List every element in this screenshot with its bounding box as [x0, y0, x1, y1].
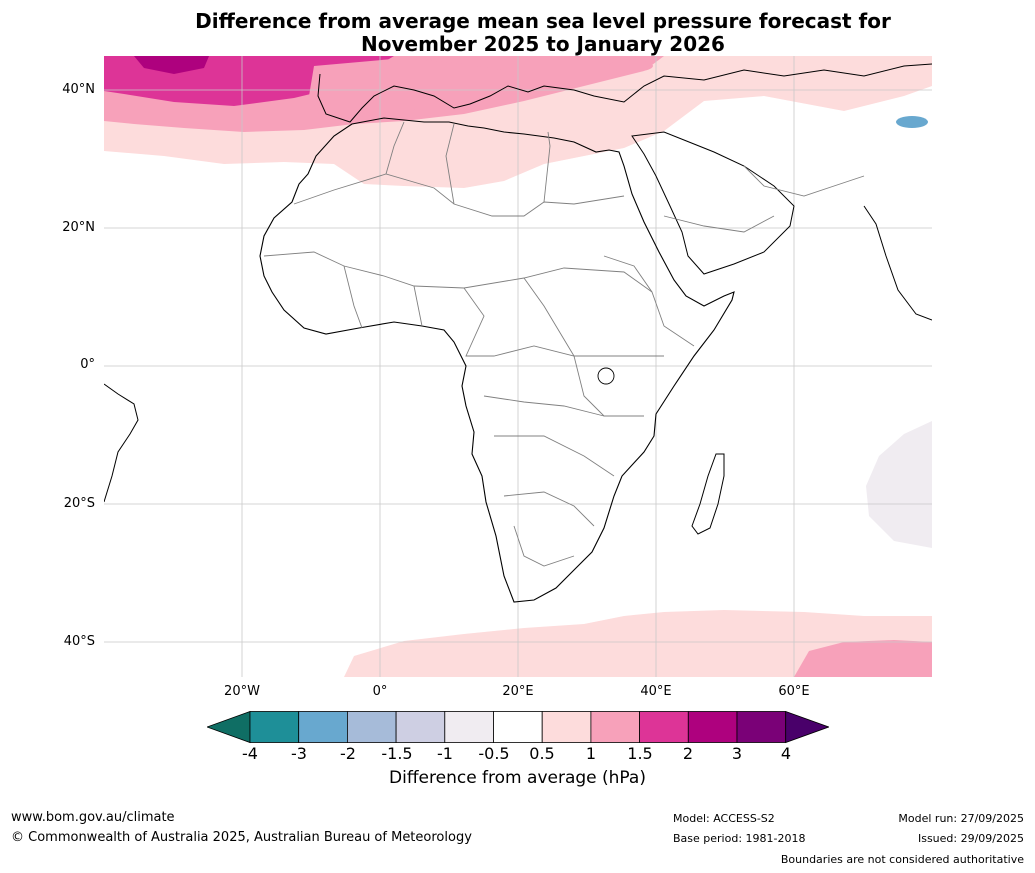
- lat-label-40n: 40°N: [62, 82, 95, 97]
- lat-label-20n: 20°N: [62, 220, 95, 235]
- anomaly-band-2-north: [134, 56, 209, 74]
- arabia-coastline: [631, 131, 795, 275]
- anomaly-band-1-med: [309, 58, 524, 118]
- colorbar-cell: [395, 711, 446, 743]
- lon-label-0: 0°: [372, 684, 388, 699]
- africa-coastline: [259, 117, 735, 603]
- map-title: Difference from average mean sea level p…: [0, 10, 1035, 56]
- anomaly-band-1-south: [794, 640, 932, 677]
- lake-victoria: [597, 367, 615, 385]
- colorbar-tick: -2: [340, 744, 356, 763]
- colorbar-cell: [444, 711, 494, 743]
- india-coastline: [863, 205, 932, 321]
- country-borders: [263, 121, 865, 567]
- colorbar-cell: [249, 711, 300, 743]
- footer-copyright: © Commonwealth of Australia 2025, Austra…: [11, 830, 472, 845]
- anomaly-band-neg-indian: [866, 421, 932, 548]
- gridlines: [104, 56, 932, 677]
- map-panel: [104, 56, 932, 677]
- footer-model: Model: ACCESS-S2: [673, 812, 775, 825]
- pressure-anomaly-map: [104, 56, 932, 677]
- colorbar-cell: [493, 711, 543, 743]
- colorbar-cell: [736, 711, 787, 743]
- colorbar-cell: [639, 711, 689, 743]
- colorbar-cells: [207, 711, 829, 744]
- title-line-2: November 2025 to January 2026: [361, 32, 725, 56]
- colorbar-tick: -1.5: [381, 744, 413, 763]
- colorbar-cell: [541, 711, 592, 743]
- colorbar-tick: -4: [242, 744, 258, 763]
- footer-website[interactable]: www.bom.gov.au/climate: [11, 810, 175, 825]
- colorbar-tick: 3: [731, 744, 743, 763]
- footer-model-run: Model run: 27/09/2025: [898, 812, 1024, 825]
- europe-coastline: [317, 63, 932, 123]
- colorbar-tick: 1: [585, 744, 597, 763]
- colorbar-tick: -3: [291, 744, 307, 763]
- footer-base-period: Base period: 1981-2018: [673, 832, 806, 845]
- lat-label-40s: 40°S: [63, 634, 95, 649]
- colorbar-cell: [590, 711, 640, 743]
- colorbar: [207, 711, 829, 744]
- colorbar-tick: 2: [682, 744, 694, 763]
- colorbar-tick: 1.5: [627, 744, 653, 763]
- lon-label-60e: 60°E: [778, 684, 810, 699]
- colorbar-tick: 0.5: [529, 744, 555, 763]
- colorbar-extend-low: [207, 711, 251, 744]
- colorbar-tick: -1: [437, 744, 453, 763]
- footer-disclaimer: Boundaries are not considered authoritat…: [780, 853, 1024, 866]
- colorbar-extend-high: [785, 711, 829, 744]
- lat-label-0: 0°: [80, 357, 95, 372]
- colorbar-tick: -0.5: [478, 744, 510, 763]
- colorbar-cell: [298, 711, 348, 743]
- colorbar-label: Difference from average (hPa): [389, 768, 646, 788]
- anomaly-spot-black-sea: [609, 60, 653, 72]
- footer-issued: Issued: 29/09/2025: [917, 832, 1024, 845]
- colorbar-tick: 4: [780, 744, 792, 763]
- colorbar-cell: [687, 711, 738, 743]
- anomaly-spot-himalaya: [896, 116, 928, 128]
- colorbar-cell: [346, 711, 397, 743]
- south-america-coastline: [104, 383, 139, 503]
- anomaly-band-0p5-south: [344, 610, 932, 677]
- madagascar-coastline: [691, 453, 725, 535]
- lat-label-20s: 20°S: [63, 496, 95, 511]
- title-line-1: Difference from average mean sea level p…: [195, 9, 891, 33]
- lon-label-40e: 40°E: [640, 684, 672, 699]
- lon-label-20e: 20°E: [502, 684, 534, 699]
- lon-label-20w: 20°W: [224, 684, 260, 699]
